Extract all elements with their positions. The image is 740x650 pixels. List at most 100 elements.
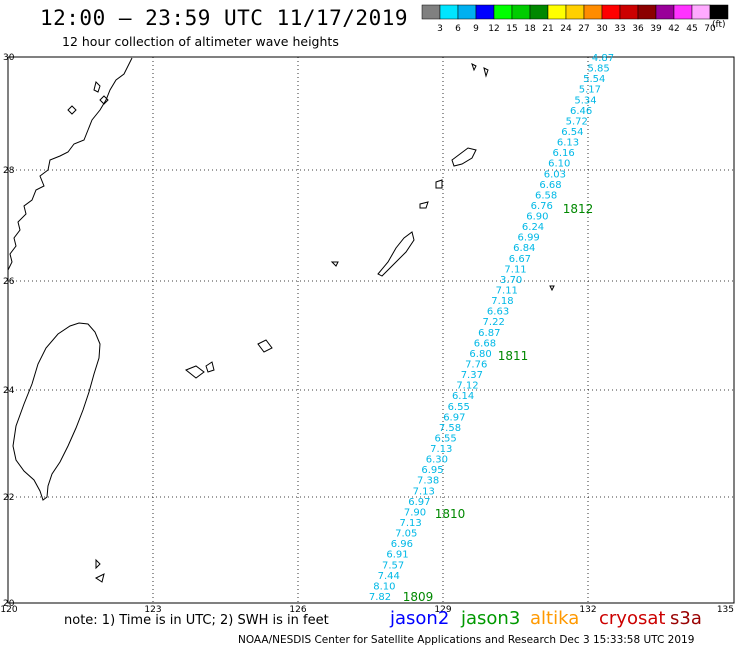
longitude-tick-label: 135	[717, 605, 734, 615]
wave-height-value: 7.82	[369, 592, 391, 603]
wave-height-value: 6.96	[391, 539, 413, 550]
legend-swatch	[655, 4, 675, 20]
wave-height-value: 4.87	[592, 53, 614, 64]
wave-height-value: 6.55	[448, 402, 470, 413]
latitude-tick-label: 26	[3, 277, 15, 287]
wave-height-value: 6.54	[561, 127, 583, 138]
legend-label: 6	[455, 24, 461, 34]
legend-label: 45	[686, 24, 697, 34]
miyako-island	[257, 339, 273, 353]
legend-swatch	[709, 4, 729, 20]
wave-height-value: 7.13	[430, 444, 452, 455]
wave-height-value: 8.10	[373, 581, 395, 592]
legend-label: 24	[560, 24, 572, 34]
wave-height-value: 6.10	[548, 159, 570, 170]
map-title: 12:00 – 23:59 UTC 11/17/2019	[40, 6, 409, 30]
legend-label: 18	[524, 24, 536, 34]
wave-height-value: 7.90	[404, 507, 426, 518]
wave-height-value: 7.05	[395, 529, 417, 540]
wave-height-value: 5.17	[579, 85, 601, 96]
wave-height-value: 6.63	[487, 307, 509, 318]
wave-height-value: 6.67	[509, 254, 531, 265]
wave-height-value: 6.30	[426, 455, 448, 466]
legend-label: 3	[437, 24, 443, 34]
pass-time-label: 1812	[563, 202, 594, 216]
latitude-tick-label: 22	[3, 493, 14, 503]
island	[93, 81, 101, 93]
legend-swatch	[457, 4, 477, 20]
legend-swatch	[601, 4, 621, 20]
island	[95, 573, 105, 583]
legend-swatch	[673, 4, 693, 20]
legend-label: 70	[704, 24, 716, 34]
island	[419, 201, 429, 209]
wave-height-value: 7.37	[461, 370, 483, 381]
latitude-tick-label: 30	[3, 53, 15, 63]
legend-swatch	[493, 4, 513, 20]
wave-height-value: 6.58	[535, 190, 557, 201]
island	[435, 179, 443, 189]
wave-height-value: 7.22	[483, 317, 505, 328]
wave-height-value: 6.97	[443, 412, 465, 423]
latitude-tick-label: 20	[3, 599, 15, 609]
wave-height-value: 6.80	[469, 349, 491, 360]
wave-height-value: 7.44	[378, 571, 400, 582]
pass-time-labels: 1812 1811 1810 1809	[403, 202, 594, 604]
satellite-key-jason3: jason3	[461, 608, 521, 629]
island	[95, 558, 101, 570]
wave-height-value: 7.13	[413, 486, 435, 497]
island	[67, 105, 77, 115]
wave-height-value: 3.70	[500, 275, 522, 286]
legend-swatch	[691, 4, 711, 20]
legend-label: 9	[473, 24, 479, 34]
legend-swatch	[439, 4, 459, 20]
wave-height-value: 6.84	[513, 243, 535, 254]
wave-height-value: 6.97	[408, 497, 430, 508]
wave-height-value: 7.57	[382, 560, 404, 571]
island	[99, 95, 109, 105]
legend-label: 39	[650, 24, 662, 34]
legend-swatch	[637, 4, 657, 20]
satellite-key-altika: altika	[530, 608, 580, 629]
wave-height-value: 6.03	[544, 169, 566, 180]
wave-height-value: 6.24	[522, 222, 544, 233]
island	[483, 67, 489, 78]
legend-label: 36	[632, 24, 644, 34]
legend-label: 12	[488, 24, 499, 34]
longitude-tick-label: 120	[0, 605, 17, 615]
longitude-tick-label: 132	[579, 605, 596, 615]
longitude-tick-label: 126	[289, 605, 306, 615]
china-coastline	[7, 57, 133, 271]
legend-swatch	[583, 4, 603, 20]
axis-tick-labels: 120 123 126 129 132 135 30 28 26 24 22 20	[0, 53, 734, 615]
pass-time-label: 1809	[403, 590, 434, 604]
legend-swatch	[619, 4, 639, 20]
wave-height-value: 5.54	[583, 74, 605, 85]
wave-height-value: 7.12	[456, 381, 478, 392]
wave-height-value: 7.11	[496, 286, 518, 297]
legend-label: 27	[578, 24, 589, 34]
island	[330, 261, 339, 267]
wave-height-value: 6.68	[539, 180, 561, 191]
legend-swatch	[565, 4, 585, 20]
satellite-key-jason2: jason2	[390, 608, 450, 629]
taiwan-coastline	[12, 322, 101, 501]
jason3-track: 4.875.855.545.175.346.465.726.546.136.16…	[369, 53, 614, 603]
wave-height-value: 6.87	[478, 328, 500, 339]
wave-height-value: 5.34	[574, 95, 596, 106]
wave-height-value: 6.99	[518, 233, 540, 244]
satellite-key-cryosat: cryosat	[599, 608, 666, 629]
wave-height-value: 6.76	[531, 201, 553, 212]
satellite-key-s3a: s3a	[670, 608, 702, 629]
legend-swatch	[511, 4, 531, 20]
legend-label: 21	[542, 24, 553, 34]
pass-time-label: 1811	[498, 349, 529, 363]
wave-height-value: 6.46	[570, 106, 592, 117]
longitude-tick-label: 123	[144, 605, 161, 615]
color-legend: 3 6 9 12 15 18 21 24 27 30 33 36 39 42 45 70	[421, 4, 729, 34]
legend-label: 30	[596, 24, 608, 34]
wave-height-value: 6.55	[434, 433, 456, 444]
legend-label: 42	[668, 24, 679, 34]
